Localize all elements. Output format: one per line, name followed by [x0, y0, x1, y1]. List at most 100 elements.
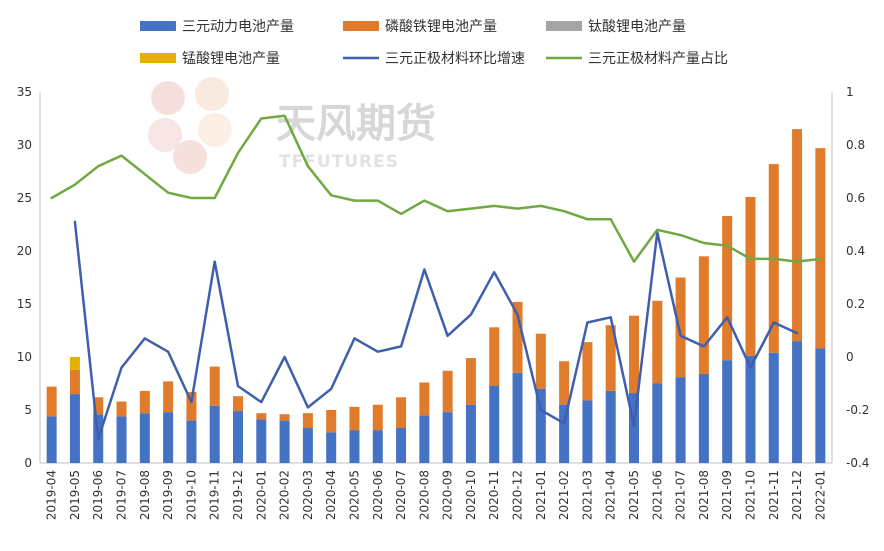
bar-lfp: [326, 410, 337, 433]
x-tick-label: 2021-04: [604, 470, 618, 520]
bar-lfp: [722, 216, 733, 361]
right-tick-label: 0.8: [846, 138, 865, 152]
bar-lfp: [582, 342, 593, 401]
bar-lfp: [186, 391, 197, 421]
bar-lfp: [349, 406, 360, 431]
x-tick-label: 2019-07: [115, 470, 129, 520]
bar-ternary: [163, 412, 174, 463]
bar-ternary: [326, 432, 337, 463]
bar-lfp: [302, 413, 313, 429]
x-tick-label: 2021-10: [743, 470, 757, 520]
left-tick-label: 25: [17, 191, 32, 205]
line-share: [50, 114, 822, 263]
x-tick-label: 2020-01: [254, 470, 268, 520]
x-tick-label: 2021-01: [534, 470, 548, 520]
right-tick-label: -0.2: [846, 403, 869, 417]
bar-lfp: [69, 369, 80, 395]
x-tick-label: 2020-11: [487, 470, 501, 520]
right-tick-label: 0.4: [846, 244, 865, 258]
x-tick-label: 2021-07: [674, 470, 688, 520]
bar-lfp: [652, 300, 663, 384]
bar-ternary: [186, 420, 197, 463]
x-tick-label: 2020-07: [394, 470, 408, 520]
bar-ternary: [815, 348, 826, 463]
legend-label-lto: 钛酸锂电池产量: [588, 19, 686, 35]
x-tick-label: 2019-09: [161, 470, 175, 520]
bar-lfp: [116, 401, 127, 417]
axes: 0 5 10 15 20 25 30 35 -0.4 -0.2 0 0.2 0.4 0.6 0.8 1 20…: [17, 85, 870, 520]
right-tick-label: -0.4: [846, 456, 869, 470]
bar-ternary: [372, 430, 383, 463]
x-tick-label: 2020-04: [324, 470, 338, 520]
legend-item-lfp: 磷酸铁锂电池产量: [343, 19, 497, 35]
watermark: 天风期货 TFFUTURES: [148, 77, 436, 174]
bar-ternary: [279, 420, 290, 463]
bar-lfp: [442, 370, 453, 413]
bar-ternary: [46, 416, 57, 463]
bar-lfp: [465, 358, 476, 405]
x-tick-label: 2020-06: [371, 470, 385, 520]
bar-lfp: [629, 315, 639, 394]
x-tick-label: 2021-06: [650, 470, 664, 520]
x-tick-label: 2019-04: [45, 470, 59, 520]
bar-lfp: [256, 413, 267, 420]
x-tick-label: 2020-05: [347, 470, 361, 520]
bar-ternary: [512, 372, 523, 463]
bar-lfp: [279, 414, 290, 421]
x-tick-label: 2020-08: [417, 470, 431, 520]
left-tick-label: 10: [17, 350, 32, 364]
legend-label-ternary: 三元动力电池产量: [182, 19, 294, 35]
bar-lfp: [489, 327, 500, 386]
legend-label-lfp: 磷酸铁锂电池产量: [385, 19, 497, 35]
bar-ternary: [396, 428, 407, 463]
x-tick-label: 2020-09: [441, 470, 455, 520]
left-axis-ticks: 0 5 10 15 20 25 30 35: [17, 85, 32, 470]
bar-ternary: [489, 385, 500, 463]
bar-ternary: [419, 415, 430, 463]
line-layer: [50, 114, 822, 441]
x-tick-label: 2020-12: [511, 470, 525, 520]
x-tick-label: 2022-01: [813, 470, 827, 520]
bar-ternary: [442, 412, 453, 463]
bar-ternary: [582, 400, 593, 463]
legend-swatch-lto: [546, 21, 582, 31]
bar-ternary: [139, 413, 150, 463]
watermark-logo-icon: [148, 77, 232, 174]
x-tick-label: 2021-08: [697, 470, 711, 520]
legend-item-ternary: 三元动力电池产量: [140, 19, 294, 35]
watermark-en: TFFUTURES: [279, 152, 399, 172]
right-tick-label: 0.2: [846, 297, 865, 311]
x-tick-label: 2019-05: [68, 470, 82, 520]
legend-label-growth: 三元正极材料环比增速: [385, 51, 525, 67]
bar-ternary: [559, 404, 570, 463]
bar-ternary: [349, 430, 360, 463]
x-tick-label: 2021-11: [767, 470, 781, 520]
bar-ternary: [792, 341, 803, 463]
bar-ternary: [652, 383, 663, 463]
legend-item-lto: 钛酸锂电池产量: [546, 19, 686, 35]
left-tick-label: 30: [17, 138, 32, 152]
bar-lfp: [512, 301, 523, 373]
x-tick-label: 2019-11: [208, 470, 222, 520]
x-tick-label: 2021-09: [720, 470, 734, 520]
bar-ternary: [233, 411, 243, 463]
watermark-cn: 天风期货: [276, 101, 436, 147]
legend-item-growth: 三元正极材料环比增速: [343, 51, 525, 67]
x-tick-label: 2020-03: [301, 470, 315, 520]
legend-label-share: 三元正极材料产量占比: [588, 51, 728, 67]
bar-ternary: [69, 394, 80, 463]
x-tick-label: 2019-06: [91, 470, 105, 520]
right-tick-label: 0: [846, 350, 854, 364]
bar-ternary: [116, 416, 127, 463]
bar-lfp: [745, 196, 756, 356]
legend-swatch-lmo: [140, 53, 176, 63]
bar-lfp: [698, 256, 709, 374]
bar-layer: [46, 129, 826, 463]
bar-ternary: [768, 352, 779, 463]
left-tick-label: 20: [17, 244, 32, 258]
bar-ternary: [302, 428, 313, 463]
bar-ternary: [209, 405, 220, 463]
bar-ternary: [698, 373, 709, 463]
bar-lfp: [372, 404, 383, 431]
